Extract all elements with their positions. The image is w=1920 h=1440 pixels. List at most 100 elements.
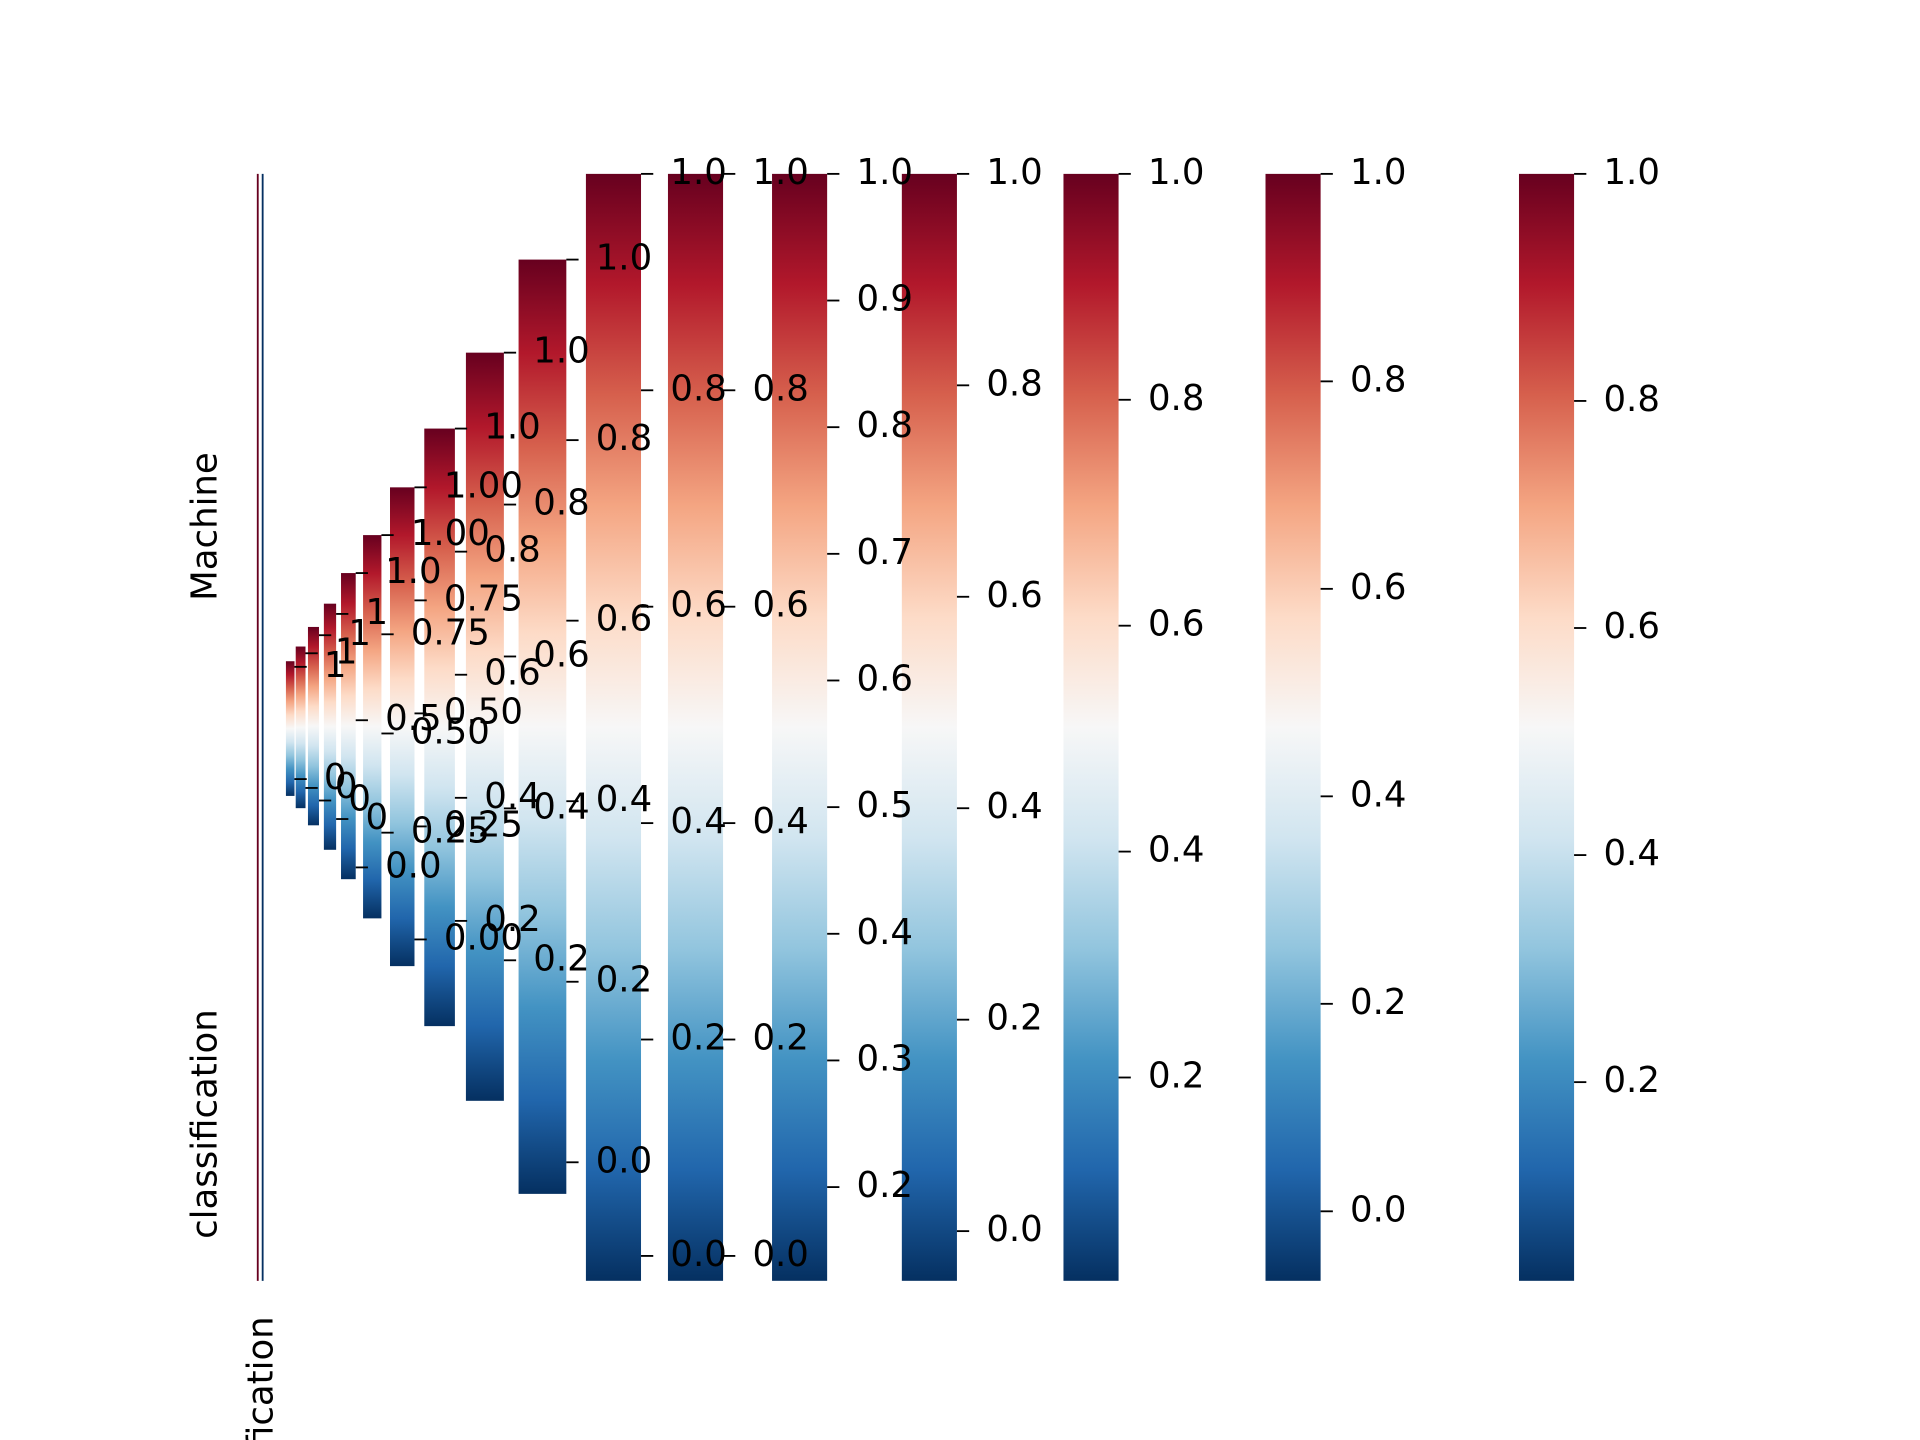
colorbar <box>772 173 828 1281</box>
tick-label: 0.50 <box>444 691 523 732</box>
tick-label: 0.7 <box>857 532 913 573</box>
tick-label: 0.2 <box>986 998 1042 1039</box>
tick-label: 0.8 <box>1350 359 1406 400</box>
tick-label: 0.2 <box>857 1165 913 1206</box>
tick-label: 1 <box>366 592 389 633</box>
colorbar <box>285 661 295 796</box>
tick-label: 0.8 <box>670 368 726 409</box>
x-label: Machine classification <box>241 1316 282 1440</box>
colorbar <box>1063 173 1119 1281</box>
tick-label: 0.4 <box>1350 774 1406 815</box>
tick-label: 0.8 <box>484 530 540 571</box>
colorbar <box>424 428 455 1027</box>
tick-label: 1.0 <box>1603 152 1659 193</box>
tick-label: 0.9 <box>857 279 913 320</box>
tick-label: 1.0 <box>670 152 726 193</box>
tick-label: 0.6 <box>986 575 1042 616</box>
tick-label: 0.4 <box>986 786 1042 827</box>
tick-label: 0.75 <box>444 578 523 619</box>
y-label: classification <box>184 1009 225 1239</box>
colorbar <box>390 487 415 967</box>
tick-label: 1.0 <box>533 331 589 372</box>
tick-label: 0.3 <box>857 1038 913 1079</box>
tick-label: 0.8 <box>596 418 652 459</box>
colorbar <box>667 173 724 1281</box>
colorbar <box>1265 173 1321 1281</box>
tick-label: 0.5 <box>385 698 441 739</box>
tick-label: 0.00 <box>444 917 523 958</box>
tick-label: 0.4 <box>857 912 913 953</box>
tick-label: 0.2 <box>752 1018 808 1059</box>
tick-label: 1.0 <box>986 152 1042 193</box>
colorbar <box>295 646 306 809</box>
tick-label: 0.2 <box>484 899 540 940</box>
tick-label: 0 <box>335 766 358 807</box>
tick-label: 0.4 <box>670 801 726 842</box>
tick-label: 0.6 <box>1603 606 1659 647</box>
tick-label: 0.4 <box>533 786 589 827</box>
tick-label: 0.0 <box>752 1234 808 1275</box>
tick-label: 0.8 <box>533 483 589 524</box>
tick-label: 1.00 <box>411 513 490 554</box>
colorbar <box>323 603 337 850</box>
tick-label: 0.6 <box>670 585 726 626</box>
tick-label: 0.0 <box>385 845 441 886</box>
tick-label: 1.0 <box>857 152 913 193</box>
tick-label: 0.2 <box>1350 982 1406 1023</box>
tick-label: 0.5 <box>857 785 913 826</box>
tick-label: 0.2 <box>1148 1056 1204 1097</box>
tick-label: 0.6 <box>484 653 540 694</box>
tick-label: 0 <box>324 757 347 798</box>
tick-label: 1 <box>335 631 358 672</box>
tick-label: 0.25 <box>411 811 490 852</box>
colorbar <box>585 173 642 1281</box>
tick-label: 0.4 <box>596 779 652 820</box>
tick-label: 0.8 <box>1603 379 1659 420</box>
tick-label: 0.0 <box>1350 1189 1406 1230</box>
tick-label: 1 <box>324 645 347 686</box>
tick-label: 0.8 <box>857 405 913 446</box>
colorbar <box>341 573 356 880</box>
tick-label: 0.0 <box>670 1234 726 1275</box>
colorbar <box>518 259 567 1194</box>
tick-label: 0.0 <box>986 1209 1042 1250</box>
tick-label: 1.0 <box>385 551 441 592</box>
tick-label: 0.6 <box>1350 567 1406 608</box>
tick-label: 1 <box>348 613 371 654</box>
tick-label: 1.00 <box>444 465 523 506</box>
tick-label: 0.50 <box>411 711 490 752</box>
tick-label: 1.0 <box>1148 152 1204 193</box>
tick-label: 0.6 <box>857 658 913 699</box>
tick-label: 0.6 <box>533 634 589 675</box>
tick-label: 0.2 <box>670 1018 726 1059</box>
tick-label: 0 <box>366 797 389 838</box>
colorbar <box>363 535 382 919</box>
tick-label: 0.2 <box>596 960 652 1001</box>
y-label: Machine <box>184 452 225 601</box>
tick-label: 1.0 <box>484 407 540 448</box>
tick-label: 0.4 <box>484 776 540 817</box>
tick-label: 0.6 <box>596 599 652 640</box>
tick-label: 1.0 <box>752 152 808 193</box>
tick-label: 0 <box>348 779 371 820</box>
tick-label: 0.4 <box>752 801 808 842</box>
tick-label: 0.6 <box>1148 604 1204 645</box>
tick-label: 0.4 <box>1148 830 1204 871</box>
tick-label: 0.4 <box>1603 833 1659 874</box>
tick-label: 0.2 <box>533 938 589 979</box>
colorbar <box>307 626 319 826</box>
tick-label: 0.2 <box>1603 1060 1659 1101</box>
tick-label: 0.0 <box>596 1140 652 1181</box>
tick-label: 1.0 <box>1350 152 1406 193</box>
tick-label: 0.8 <box>752 368 808 409</box>
tick-label: 0.75 <box>411 612 490 653</box>
tick-label: 1.0 <box>596 238 652 279</box>
tick-label: 0.8 <box>986 363 1042 404</box>
colorbar <box>465 352 504 1101</box>
tick-label: 0.25 <box>444 804 523 845</box>
tick-label: 0.8 <box>1148 378 1204 419</box>
tick-label: 0.6 <box>752 585 808 626</box>
colorbar <box>1518 173 1575 1281</box>
